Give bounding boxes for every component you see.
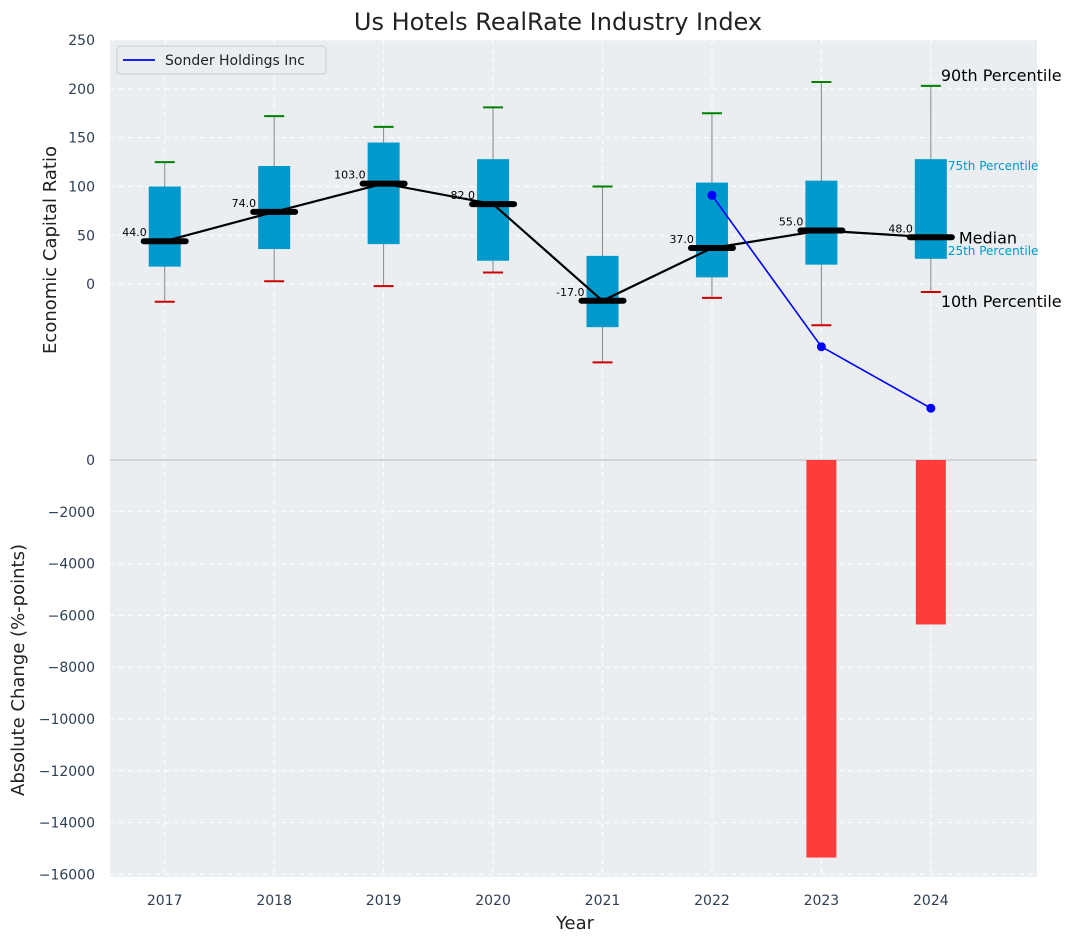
y-tick-label: −2000 xyxy=(48,505,95,521)
legend-label: Sonder Holdings Inc xyxy=(165,53,305,69)
x-tick-label: 2019 xyxy=(366,893,402,909)
box-2017 xyxy=(148,186,181,267)
x-tick-label: 2018 xyxy=(256,893,292,909)
x-tick-label: 2017 xyxy=(147,893,183,909)
x-tick-label: 2024 xyxy=(913,893,949,909)
y-tick-label: −4000 xyxy=(48,557,95,573)
y-tick-label: −14000 xyxy=(39,816,95,832)
y-tick-label: 100 xyxy=(68,180,95,196)
box-2024 xyxy=(914,159,947,259)
y-tick-label: −8000 xyxy=(48,660,95,676)
y-tick-label: 250 xyxy=(68,33,95,49)
y-tick-label: 0 xyxy=(86,453,95,469)
top-plot-background xyxy=(110,40,1037,460)
y-axis-label-top: Economic Capital Ratio xyxy=(40,146,61,354)
box-2023 xyxy=(805,180,838,265)
median-label: 74.0 xyxy=(232,197,257,210)
median-label: 55.0 xyxy=(779,215,804,228)
legend-box xyxy=(116,45,327,75)
annotation-q1: 25th Percentile xyxy=(948,244,1039,258)
median-label: 48.0 xyxy=(888,222,913,235)
y-tick-label: −12000 xyxy=(39,764,95,780)
x-tick-label: 2022 xyxy=(694,893,730,909)
median-label: 103.0 xyxy=(334,169,366,182)
x-axis-label: Year xyxy=(555,913,595,934)
annotation-p10: 10th Percentile xyxy=(941,292,1062,311)
median-label: -17.0 xyxy=(556,286,584,299)
annotation-median: Median xyxy=(959,228,1017,247)
y-tick-label: 50 xyxy=(77,228,95,244)
y-tick-label: 0 xyxy=(86,277,95,293)
bar-2024 xyxy=(915,460,946,625)
median-label: 82.0 xyxy=(451,189,476,202)
chart-title: Us Hotels RealRate Industry Index xyxy=(354,8,762,36)
box-2018 xyxy=(258,166,291,250)
x-tick-label: 2021 xyxy=(585,893,621,909)
bar-2023 xyxy=(806,460,837,858)
y-tick-label: −10000 xyxy=(39,712,95,728)
median-label: 44.0 xyxy=(122,226,147,239)
annotation-q3: 75th Percentile xyxy=(948,159,1039,173)
y-tick-label: −16000 xyxy=(39,867,95,883)
company-point-2024 xyxy=(926,403,936,413)
company-point-2023 xyxy=(816,342,826,352)
median-label: 37.0 xyxy=(669,233,694,246)
company-point-2022 xyxy=(707,190,717,200)
x-tick-label: 2023 xyxy=(804,893,840,909)
box-2019 xyxy=(367,142,400,245)
bottom-plot-background xyxy=(110,460,1037,877)
annotation-p90: 90th Percentile xyxy=(941,66,1062,85)
y-tick-label: 200 xyxy=(68,82,95,98)
box-2020 xyxy=(477,159,510,261)
y-axis-label-bottom: Absolute Change (%-points) xyxy=(8,544,29,796)
y-tick-label: 150 xyxy=(68,131,95,147)
x-tick-label: 2020 xyxy=(475,893,511,909)
y-tick-label: −6000 xyxy=(48,608,95,624)
